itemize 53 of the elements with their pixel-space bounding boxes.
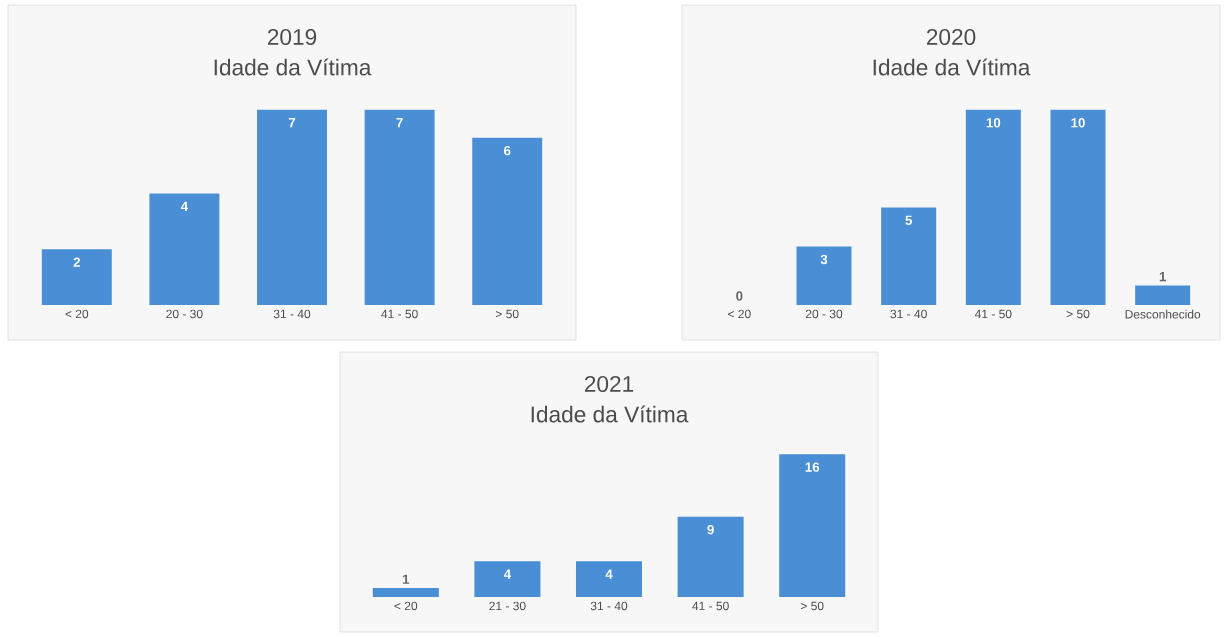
x-tick-label: > 50 [495,309,519,319]
bar [575,561,643,598]
chart-title: 2019 [267,28,317,46]
data-label: 9 [707,524,714,535]
chart-subtitle: Idade da Vítima [214,58,372,76]
chart-title: 2020 [926,28,976,46]
x-tick-label: > 50 [800,601,824,611]
bar [257,109,327,306]
bar [472,137,543,306]
x-tick-label: 41 - 50 [974,309,1012,319]
bar [372,588,439,598]
data-label: 1 [402,574,410,584]
x-tick-label: Desconhecido [1125,309,1201,319]
x-tick-label: 20 - 30 [805,309,843,319]
data-label: 6 [503,145,511,156]
bar [965,109,1021,306]
bar [677,516,744,598]
data-label: 4 [180,201,189,211]
bar [474,561,541,598]
bar [881,207,937,306]
bar [364,109,435,306]
data-label: 10 [986,118,1001,128]
x-tick-label: 31 - 40 [273,309,311,319]
data-label: 5 [905,215,913,225]
bar [149,193,220,306]
chart-subtitle: Idade da Vítima [531,405,689,423]
bar [1050,109,1106,306]
chart-title: 2021 [584,375,634,393]
x-tick-label: 31 - 40 [590,601,628,611]
x-tick-label: 41 - 50 [381,309,418,319]
data-label: 1 [1159,272,1167,282]
x-tick-label: 41 - 50 [692,601,729,611]
data-label: 16 [805,462,820,472]
data-label: 3 [820,254,828,265]
x-tick-label: > 50 [1066,309,1090,319]
bar [1135,285,1191,306]
data-label: 7 [396,118,403,128]
bar [779,454,846,598]
data-label: 2 [73,257,80,267]
bar [41,249,112,306]
data-label: 10 [1071,118,1085,128]
x-tick-label: < 20 [728,309,751,319]
data-label: 4 [503,569,512,579]
data-label: 0 [736,291,743,301]
data-label: 7 [288,118,296,128]
x-tick-label: 20 - 30 [166,309,203,319]
data-label: 4 [605,569,613,579]
x-tick-label: 21 - 30 [489,601,526,611]
bar [796,246,852,306]
x-tick-label: < 20 [394,601,418,611]
x-tick-label: < 20 [65,309,89,319]
x-tick-label: 31 - 40 [890,309,927,319]
chart-subtitle: Idade da Vítima [873,58,1031,76]
